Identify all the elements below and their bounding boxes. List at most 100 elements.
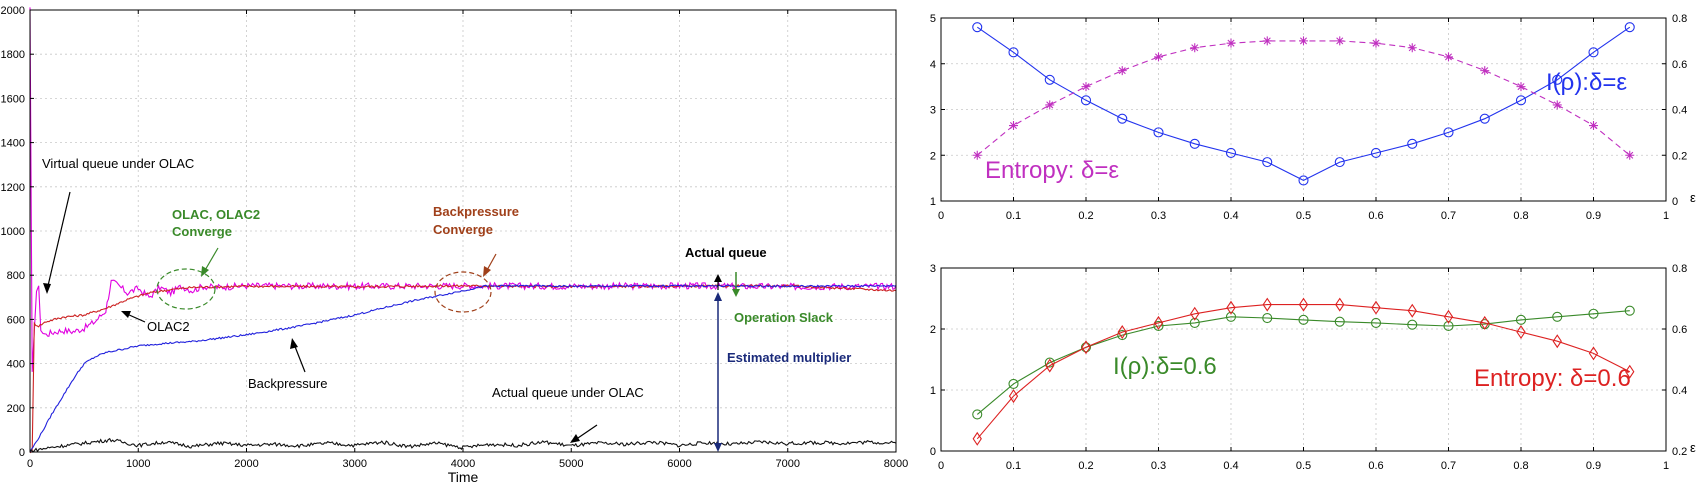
delta-06-chart-y2label: ε xyxy=(1690,440,1696,455)
data-point xyxy=(1045,100,1055,110)
annotation-i-rho-epsilon: I(ρ):δ=ε xyxy=(1546,69,1627,96)
x-tick-label: 0.9 xyxy=(1586,460,1601,472)
data-point xyxy=(1443,320,1454,332)
y-tick-label: 1200 xyxy=(1,182,25,194)
data-point xyxy=(1370,317,1382,328)
data-point xyxy=(1516,82,1526,92)
x-tick-label: 1000 xyxy=(126,458,150,470)
annotation-estimated-multiplier: Estimated multiplier xyxy=(727,350,851,365)
x-tick-label: 0.1 xyxy=(1006,210,1021,222)
x-tick-label: 0.1 xyxy=(1006,460,1021,472)
x-tick-label: 6000 xyxy=(667,458,691,470)
arrowhead-icon xyxy=(732,289,740,297)
x-tick-label: 0.7 xyxy=(1441,460,1456,472)
arrowhead-icon xyxy=(714,274,722,282)
y-tick-label: 1600 xyxy=(1,93,25,105)
backpressure-converge-circle xyxy=(434,271,492,313)
y-tick-label: 3 xyxy=(930,263,936,275)
data-point xyxy=(1044,74,1055,85)
x-tick-label: 0.5 xyxy=(1296,460,1311,472)
y-tick-label: 3 xyxy=(930,105,936,117)
queue-chart-xlabel: Time xyxy=(448,469,479,485)
data-point xyxy=(1298,175,1309,186)
annotation-entropy-06: Entropy: δ=0.6 xyxy=(1474,365,1631,392)
data-point xyxy=(1189,317,1200,328)
y2-tick-label: 0.8 xyxy=(1672,13,1687,25)
data-point xyxy=(1153,320,1164,332)
series-line xyxy=(976,304,1631,440)
data-point xyxy=(1299,36,1308,46)
y2-tick-label: 0.2 xyxy=(1672,446,1687,458)
y-tick-label: 800 xyxy=(7,270,25,282)
data-point xyxy=(1443,127,1454,138)
x-tick-label: 0.9 xyxy=(1586,210,1601,222)
annotation-actual-queue: Actual queue xyxy=(685,245,767,260)
data-point xyxy=(1225,311,1237,322)
entropy-epsilon-chart: 0 0.1 0.2 0.3 0.4 0.5 0.6 0.7 0.8 0.9 1 1 2 3 4 5 0 0.2 0.… xyxy=(930,13,1696,222)
data-point xyxy=(1552,74,1563,85)
data-point xyxy=(1552,334,1562,349)
arrowhead-icon xyxy=(43,283,51,294)
data-point xyxy=(1625,150,1635,160)
data-point xyxy=(1298,314,1309,325)
y2-tick-label: 0.2 xyxy=(1672,150,1687,162)
x-tick-label: 0.4 xyxy=(1223,210,1238,222)
data-point xyxy=(1298,297,1309,312)
data-point xyxy=(1117,330,1128,341)
y-tick-label: 2 xyxy=(930,150,936,162)
series-line xyxy=(29,284,897,453)
data-point xyxy=(1153,127,1164,138)
data-point xyxy=(1009,121,1018,131)
arrowhead-icon xyxy=(714,292,722,301)
data-point xyxy=(1226,38,1236,48)
y-tick-label: 5 xyxy=(930,13,936,25)
x-tick-label: 2000 xyxy=(234,458,258,470)
data-point xyxy=(972,431,982,446)
annotation-olac2: OLAC2 xyxy=(147,319,190,334)
data-point xyxy=(1117,325,1127,340)
data-point xyxy=(1225,147,1237,159)
y2-tick-label: 0.4 xyxy=(1672,385,1687,397)
annotation-backpressure-converge-1: Backpressure xyxy=(433,204,519,219)
annotation-olac-converge-2: Converge xyxy=(172,224,232,239)
queue-chart: 0 1000 2000 3000 4000 5000 6000 7000 8000 0 200 400… xyxy=(1,5,909,485)
y2-tick-label: 0 xyxy=(1672,196,1678,208)
arrowhead-icon xyxy=(290,338,298,349)
x-tick-label: 0.6 xyxy=(1368,210,1383,222)
annotation-backpressure-converge-2: Converge xyxy=(433,222,493,237)
annotation-backpressure-arrow xyxy=(293,343,306,373)
data-point xyxy=(1407,138,1418,149)
data-point xyxy=(1262,312,1273,324)
data-point xyxy=(1515,95,1527,106)
y-tick-label: 1 xyxy=(930,196,936,208)
y2-tick-label: 0.8 xyxy=(1672,263,1687,275)
data-point xyxy=(972,150,982,160)
x-tick-label: 0.2 xyxy=(1078,210,1093,222)
data-point xyxy=(1589,121,1598,131)
data-point xyxy=(1117,66,1127,76)
y-tick-label: 400 xyxy=(7,359,25,371)
data-point xyxy=(1262,36,1272,46)
data-point xyxy=(1081,82,1091,92)
arrowhead-icon xyxy=(201,266,209,277)
data-point xyxy=(1371,38,1381,48)
annotation-i-rho-06: I(ρ):δ=0.6 xyxy=(1113,353,1217,380)
y-tick-label: 1000 xyxy=(1,226,25,238)
x-tick-label: 0.3 xyxy=(1151,210,1166,222)
data-point xyxy=(1588,346,1599,361)
data-point xyxy=(1407,319,1418,330)
x-tick-label: 0.7 xyxy=(1441,210,1456,222)
y2-tick-label: 0.6 xyxy=(1672,324,1687,336)
y-tick-label: 200 xyxy=(7,403,25,415)
data-point xyxy=(1624,305,1635,316)
data-point xyxy=(1117,113,1128,124)
data-point xyxy=(1081,340,1091,355)
x-tick-label: 0.2 xyxy=(1078,460,1093,472)
data-point xyxy=(1190,43,1200,53)
x-tick-label: 0.4 xyxy=(1223,460,1238,472)
data-point xyxy=(1153,315,1164,330)
data-point xyxy=(1480,66,1490,76)
arrowhead-icon xyxy=(483,266,491,277)
y-tick-label: 1800 xyxy=(1,49,25,61)
data-point xyxy=(1624,22,1635,33)
